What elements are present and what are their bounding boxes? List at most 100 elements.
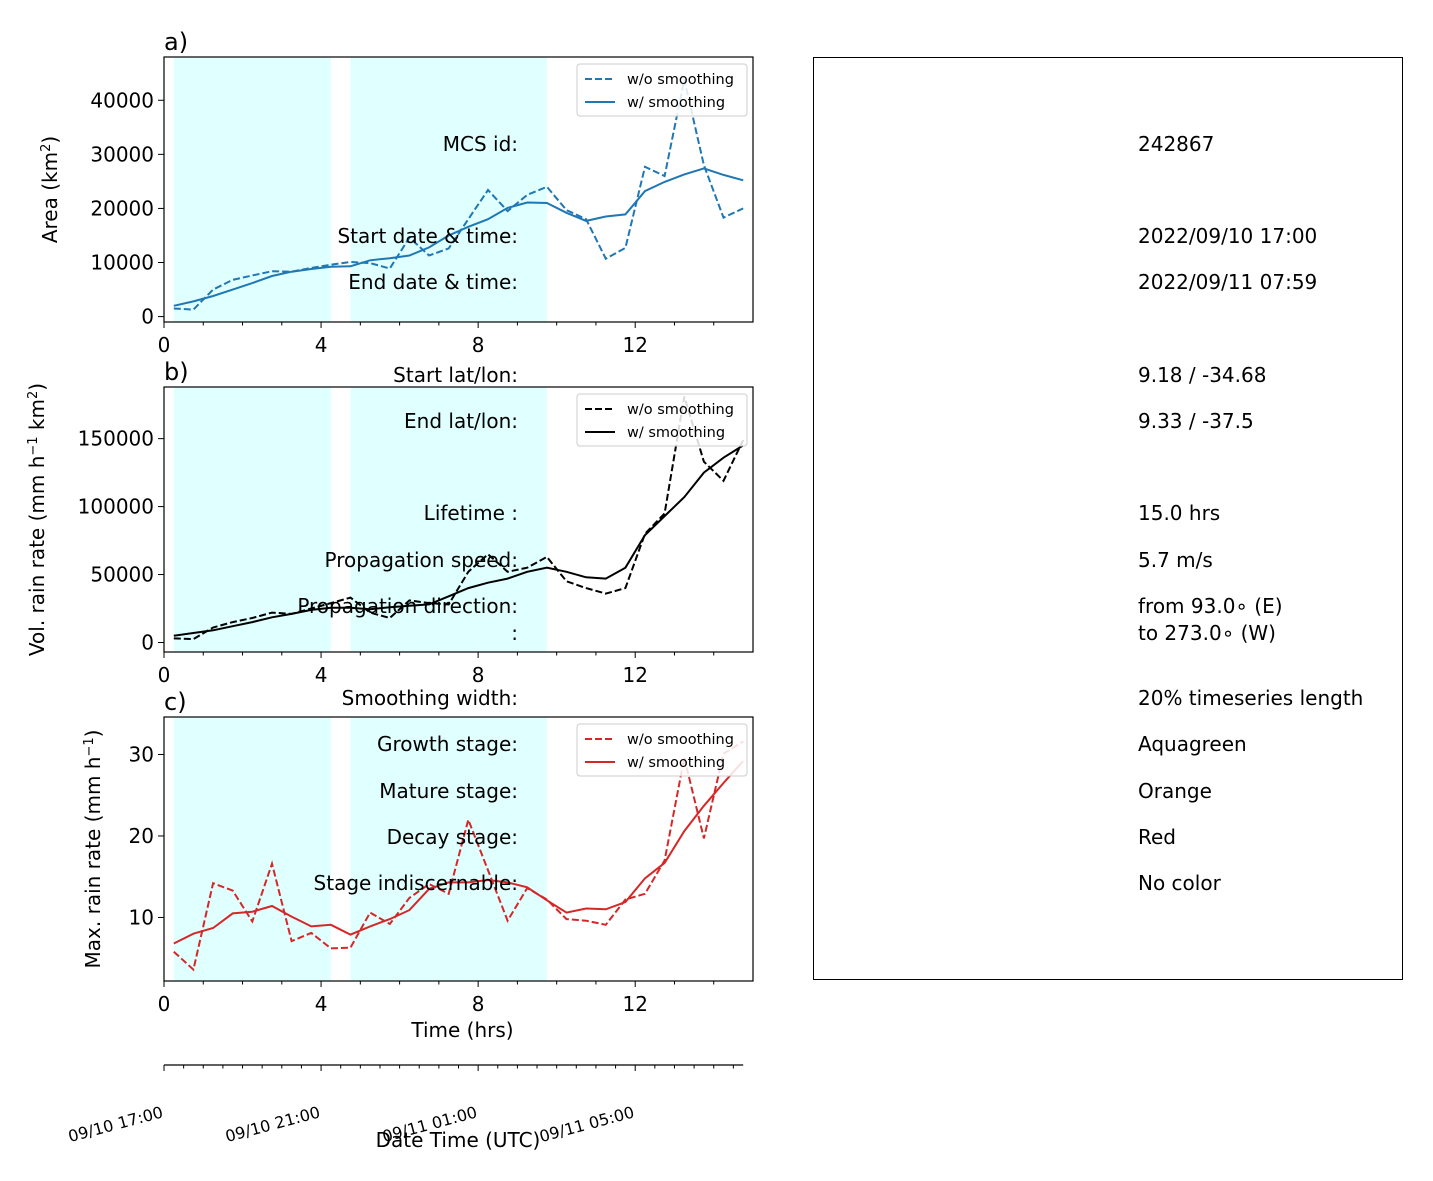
- panel-label: c): [164, 688, 187, 716]
- panel-label: a): [164, 28, 188, 56]
- info-label: Lifetime :: [423, 501, 518, 525]
- legend-entry: w/o smoothing: [627, 72, 734, 88]
- panel-3: 0 4 8 12 10 20 30 c) Max. rain rate (mm h−1) Time…: [81, 688, 754, 1042]
- growth-stage-span: [173, 717, 331, 981]
- y-tick-label: 0: [141, 305, 154, 329]
- label-superscript: 2: [39, 144, 54, 152]
- label-part: Area (km: [38, 152, 62, 243]
- info-value: 2022/09/10 17:00: [1138, 224, 1318, 248]
- info-label: Propagation speed:: [324, 548, 518, 572]
- info-label: Stage indiscernable:: [313, 871, 518, 895]
- axes-frame: [163, 386, 754, 653]
- info-value: 2022/09/11 07:59: [1138, 270, 1318, 294]
- legend: w/o smoothing w/ smoothing: [576, 63, 748, 117]
- info-label: Decay stage:: [386, 825, 518, 849]
- x-tick-label: 0: [158, 333, 171, 357]
- info-label: Propagation direction:: [297, 594, 518, 618]
- legend: w/o smoothing w/ smoothing: [576, 723, 748, 777]
- label-part: Max. rain rate (mm h: [81, 757, 105, 969]
- y-tick-label: 100000: [78, 495, 154, 519]
- y-tick-label: 10: [129, 905, 154, 929]
- growth-stage-span: [173, 57, 331, 322]
- info-value: 15.0 hrs: [1138, 501, 1221, 525]
- info-value: 20% timeseries length: [1138, 686, 1364, 710]
- x-tick-label: 8: [472, 992, 485, 1016]
- info-value: 9.18 / -34.68: [1138, 363, 1267, 387]
- info-label: :: [511, 621, 518, 645]
- x-axis-label: Time (hrs): [410, 1018, 513, 1042]
- date-tick-label: 09/10 17:00: [66, 1103, 165, 1147]
- y-tick-label: 0: [141, 630, 154, 654]
- label-part: ): [38, 136, 62, 144]
- legend-frame: [576, 63, 748, 117]
- label-superscript: −1: [26, 436, 41, 455]
- legend-frame: [576, 393, 748, 447]
- info-value: 242867: [1138, 132, 1215, 156]
- legend-entry: w/ smoothing: [627, 425, 725, 441]
- series-line-unsmoothed: [173, 79, 744, 311]
- info-value: from 93.0∘ (E): [1138, 594, 1283, 618]
- info-label: End date & time:: [348, 270, 518, 294]
- axes-frame: [163, 716, 754, 982]
- y-axis-label: Max. rain rate (mm h−1): [81, 730, 105, 969]
- y-tick-label: 150000: [78, 427, 154, 451]
- growth-stage-span: [350, 717, 547, 981]
- label-part: ): [81, 730, 105, 738]
- info-value: Orange: [1138, 779, 1212, 803]
- label-superscript: 2: [26, 391, 41, 399]
- info-value: 9.33 / -37.5: [1138, 409, 1254, 433]
- label-part: ): [25, 383, 49, 391]
- x-tick-label: 4: [315, 333, 328, 357]
- legend-frame: [576, 723, 748, 777]
- info-label: Start lat/lon:: [393, 363, 518, 387]
- info-label: Smoothing width:: [341, 686, 518, 710]
- info-value: to 273.0∘ (W): [1138, 621, 1276, 645]
- info-value: Red: [1138, 825, 1176, 849]
- legend-entry: w/ smoothing: [627, 755, 725, 771]
- date-axis-label: Date Time (UTC): [376, 1128, 541, 1152]
- y-tick-label: 50000: [90, 563, 154, 587]
- info-value: 5.7 m/s: [1138, 548, 1213, 572]
- axes-frame: [163, 56, 754, 323]
- info-label: MCS id:: [442, 132, 518, 156]
- x-tick-label: 4: [315, 992, 328, 1016]
- label-superscript: −1: [82, 737, 97, 756]
- info-label: End lat/lon:: [404, 409, 518, 433]
- x-tick-label: 12: [622, 992, 647, 1016]
- panel-2: 0 4 8 12 0 50000 100000 150000 b) Vol. rain rate …: [25, 358, 754, 687]
- info-label: Growth stage:: [376, 732, 518, 756]
- x-tick-label: 12: [622, 663, 647, 687]
- panel-label: b): [164, 358, 189, 386]
- x-tick-label: 8: [472, 333, 485, 357]
- y-tick-label: 30000: [90, 142, 154, 166]
- x-tick-label: 12: [622, 333, 647, 357]
- y-axis-label: Vol. rain rate (mm h−1 km2): [25, 383, 49, 656]
- x-tick-label: 8: [472, 663, 485, 687]
- y-tick-label: 20000: [90, 196, 154, 220]
- series-line-smoothed: [173, 444, 744, 637]
- x-tick-label: 4: [315, 663, 328, 687]
- info-value: Aquagreen: [1138, 732, 1247, 756]
- y-axis-label: Area (km2): [38, 136, 62, 243]
- series-line-smoothed: [173, 167, 744, 307]
- y-tick-label: 10000: [90, 251, 154, 275]
- legend-entry: w/o smoothing: [627, 402, 734, 418]
- date-tick-label: 09/10 21:00: [223, 1103, 322, 1147]
- y-tick-label: 40000: [90, 88, 154, 112]
- y-tick-label: 20: [129, 824, 154, 848]
- growth-stage-span: [173, 387, 331, 652]
- x-tick-label: 0: [158, 992, 171, 1016]
- y-tick-label: 30: [129, 742, 154, 766]
- date-axis: 09/10 17:00 09/10 21:00 09/11 01:00 09/11 0…: [66, 1064, 744, 1152]
- panel-1: 0 4 8 12 0 10000 20000 30000 40000 a) Area (km2) w/…: [38, 28, 754, 357]
- info-label: Mature stage:: [379, 779, 518, 803]
- info-label: Start date & time:: [337, 224, 518, 248]
- series-line-unsmoothed: [173, 396, 745, 641]
- series-line-unsmoothed: [173, 740, 744, 972]
- series-line-smoothed: [173, 760, 744, 945]
- date-tick-label: 09/11 05:00: [537, 1103, 636, 1147]
- legend-entry: w/o smoothing: [627, 732, 734, 748]
- growth-stage-span: [350, 57, 547, 322]
- legend-entry: w/ smoothing: [627, 95, 725, 111]
